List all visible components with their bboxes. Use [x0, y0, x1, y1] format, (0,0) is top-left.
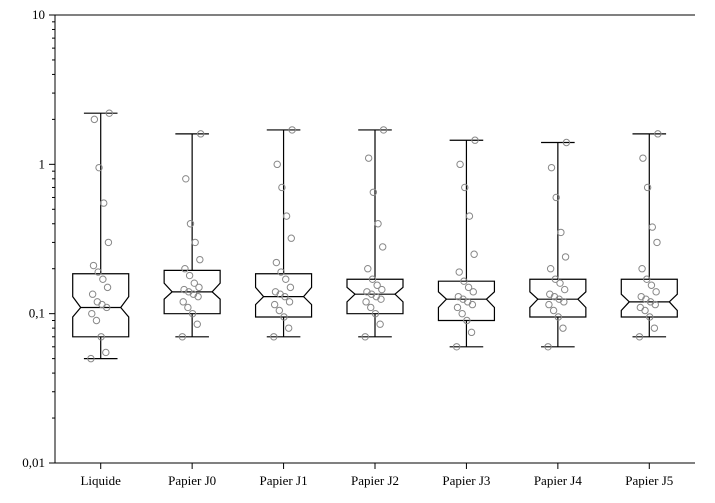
data-point	[547, 266, 553, 272]
data-point	[101, 200, 107, 206]
box	[347, 279, 403, 313]
box	[73, 274, 129, 337]
data-point	[466, 213, 472, 219]
data-point	[103, 349, 109, 355]
x-tick-label: Papier J1	[260, 473, 308, 488]
x-tick-label: Papier J5	[625, 473, 673, 488]
data-point	[274, 161, 280, 167]
data-point	[273, 259, 279, 265]
data-point	[471, 251, 477, 257]
data-point	[654, 239, 660, 245]
data-point	[90, 262, 96, 268]
data-point	[285, 325, 291, 331]
data-point	[640, 155, 646, 161]
data-point	[548, 164, 554, 170]
y-tick-label: 1	[39, 156, 46, 171]
box	[438, 281, 494, 320]
data-point	[197, 256, 203, 262]
x-tick-label: Papier J0	[168, 473, 216, 488]
data-point	[283, 213, 289, 219]
data-point	[456, 269, 462, 275]
data-point	[560, 325, 566, 331]
data-point	[288, 235, 294, 241]
y-tick-label: 0,1	[29, 306, 45, 321]
data-point	[558, 229, 564, 235]
data-point	[639, 266, 645, 272]
data-point	[365, 266, 371, 272]
x-tick-label: Papier J4	[534, 473, 583, 488]
x-tick-label: Liquide	[80, 473, 121, 488]
data-point	[105, 239, 111, 245]
data-point	[468, 329, 474, 335]
data-point	[377, 321, 383, 327]
data-point	[562, 254, 568, 260]
data-point	[365, 155, 371, 161]
x-tick-label: Papier J2	[351, 473, 399, 488]
chart-svg: 0,01 0,1 1 10 Liquide Papier J0 Papier J1 Papie…	[0, 0, 715, 503]
data-point	[651, 325, 657, 331]
data-point	[192, 239, 198, 245]
x-tick-label: Papier J3	[442, 473, 490, 488]
data-point	[194, 321, 200, 327]
data-point	[183, 176, 189, 182]
data-point	[375, 221, 381, 227]
data-point	[91, 116, 97, 122]
boxplot-chart: 0,01 0,1 1 10 Liquide Papier J0 Papier J1 Papie…	[0, 0, 715, 503]
data-point	[380, 244, 386, 250]
y-tick-label: 10	[32, 7, 45, 22]
data-point	[649, 224, 655, 230]
y-tick-label: 0,01	[22, 455, 45, 470]
data-point	[457, 161, 463, 167]
